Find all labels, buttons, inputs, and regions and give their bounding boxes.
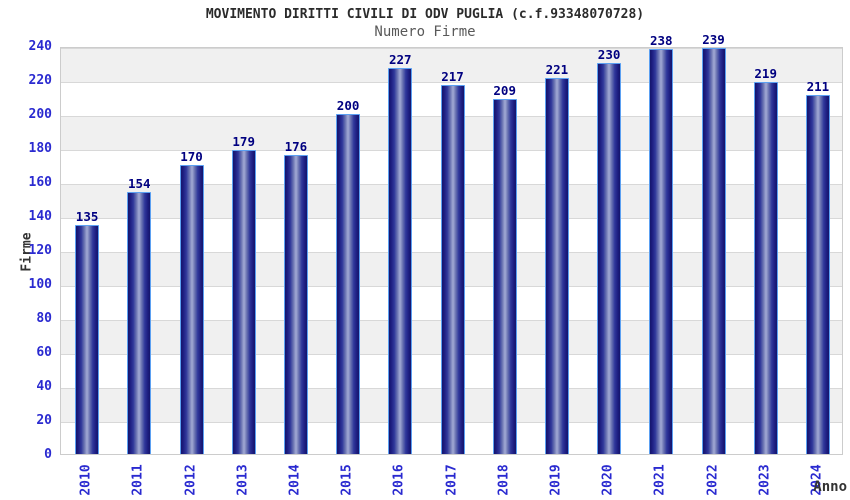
y-tick-label: 140 (28, 209, 52, 224)
bar (701, 47, 726, 454)
chart-title: MOVIMENTO DIRITTI CIVILI DI ODV PUGLIA (… (205, 7, 645, 22)
y-tick-label: 20 (36, 413, 52, 428)
bar (283, 154, 308, 454)
x-axis: 2010 2011 2012 2013 2014 2015 2016 2017 2018 2019… (60, 455, 843, 500)
x-tick-label: 2022 (705, 464, 720, 496)
x-tick-label: 2013 (235, 464, 251, 496)
y-tick-label: 220 (28, 73, 52, 88)
bar-value-label: 217 (441, 69, 464, 85)
x-tick-label: 2021 (652, 464, 668, 496)
y-tick-label: 240 (28, 39, 52, 54)
bar-value-label: 200 (336, 98, 360, 113)
bar-value-label: 227 (389, 52, 412, 68)
bar-value-label: 211 (806, 79, 830, 95)
y-tick-label: 180 (28, 141, 52, 156)
y-tick-label: 0 (44, 447, 52, 462)
y-tick-label: 80 (36, 311, 52, 326)
bar (649, 49, 674, 454)
bar (231, 149, 256, 454)
x-tick-label: 2011 (130, 464, 146, 496)
bar (179, 165, 204, 454)
x-tick-label: 2023 (757, 464, 773, 496)
x-tick-label: 2015 (339, 464, 355, 496)
bar (388, 68, 413, 454)
bar-value-label: 170 (180, 149, 203, 164)
y-tick-label: 120 (28, 243, 52, 258)
y-tick-label: 100 (28, 277, 52, 292)
bar-value-label: 230 (597, 47, 621, 62)
plot-area: 135 154 170 179 176 200 227 217 209 221 230 238 239 2… (60, 32, 843, 455)
bar-value-label: 176 (284, 138, 308, 154)
x-tick-label: 2020 (600, 464, 616, 496)
bar (336, 114, 361, 454)
bar-value-label: 239 (702, 31, 725, 47)
bar-value-label: 219 (754, 65, 777, 81)
x-tick-label: 2019 (548, 464, 564, 496)
bar (492, 98, 517, 454)
y-axis: 0 20 40 60 80 100 120 140 160 180 200 220 240 (0, 40, 54, 462)
bar (75, 224, 100, 454)
y-tick-label: 160 (28, 175, 52, 190)
chart-subtitle: Numero Firme (374, 24, 476, 40)
bar (127, 192, 152, 454)
x-tick-label: 2016 (391, 464, 407, 496)
bar-value-label: 209 (493, 82, 516, 98)
x-tick-label: 2018 (496, 464, 512, 496)
bar-value-label: 154 (128, 176, 151, 192)
bar (597, 63, 622, 454)
x-tick-label: 2010 (78, 464, 94, 496)
y-tick-label: 40 (36, 379, 52, 394)
bar-value-label: 135 (75, 208, 99, 224)
bar (544, 78, 569, 454)
y-tick-label: 60 (36, 345, 52, 360)
y-tick-label: 200 (28, 107, 52, 122)
x-axis-title: Anno (813, 479, 847, 495)
bar (753, 81, 778, 454)
bar-value-label: 221 (545, 62, 569, 78)
x-tick-label: 2012 (183, 464, 198, 496)
bar-value-label: 179 (232, 133, 255, 149)
x-tick-label: 2014 (287, 464, 303, 496)
x-tick-label: 2017 (444, 464, 459, 496)
bar (440, 85, 465, 454)
bar (805, 95, 830, 454)
bar-value-label: 238 (650, 33, 673, 49)
